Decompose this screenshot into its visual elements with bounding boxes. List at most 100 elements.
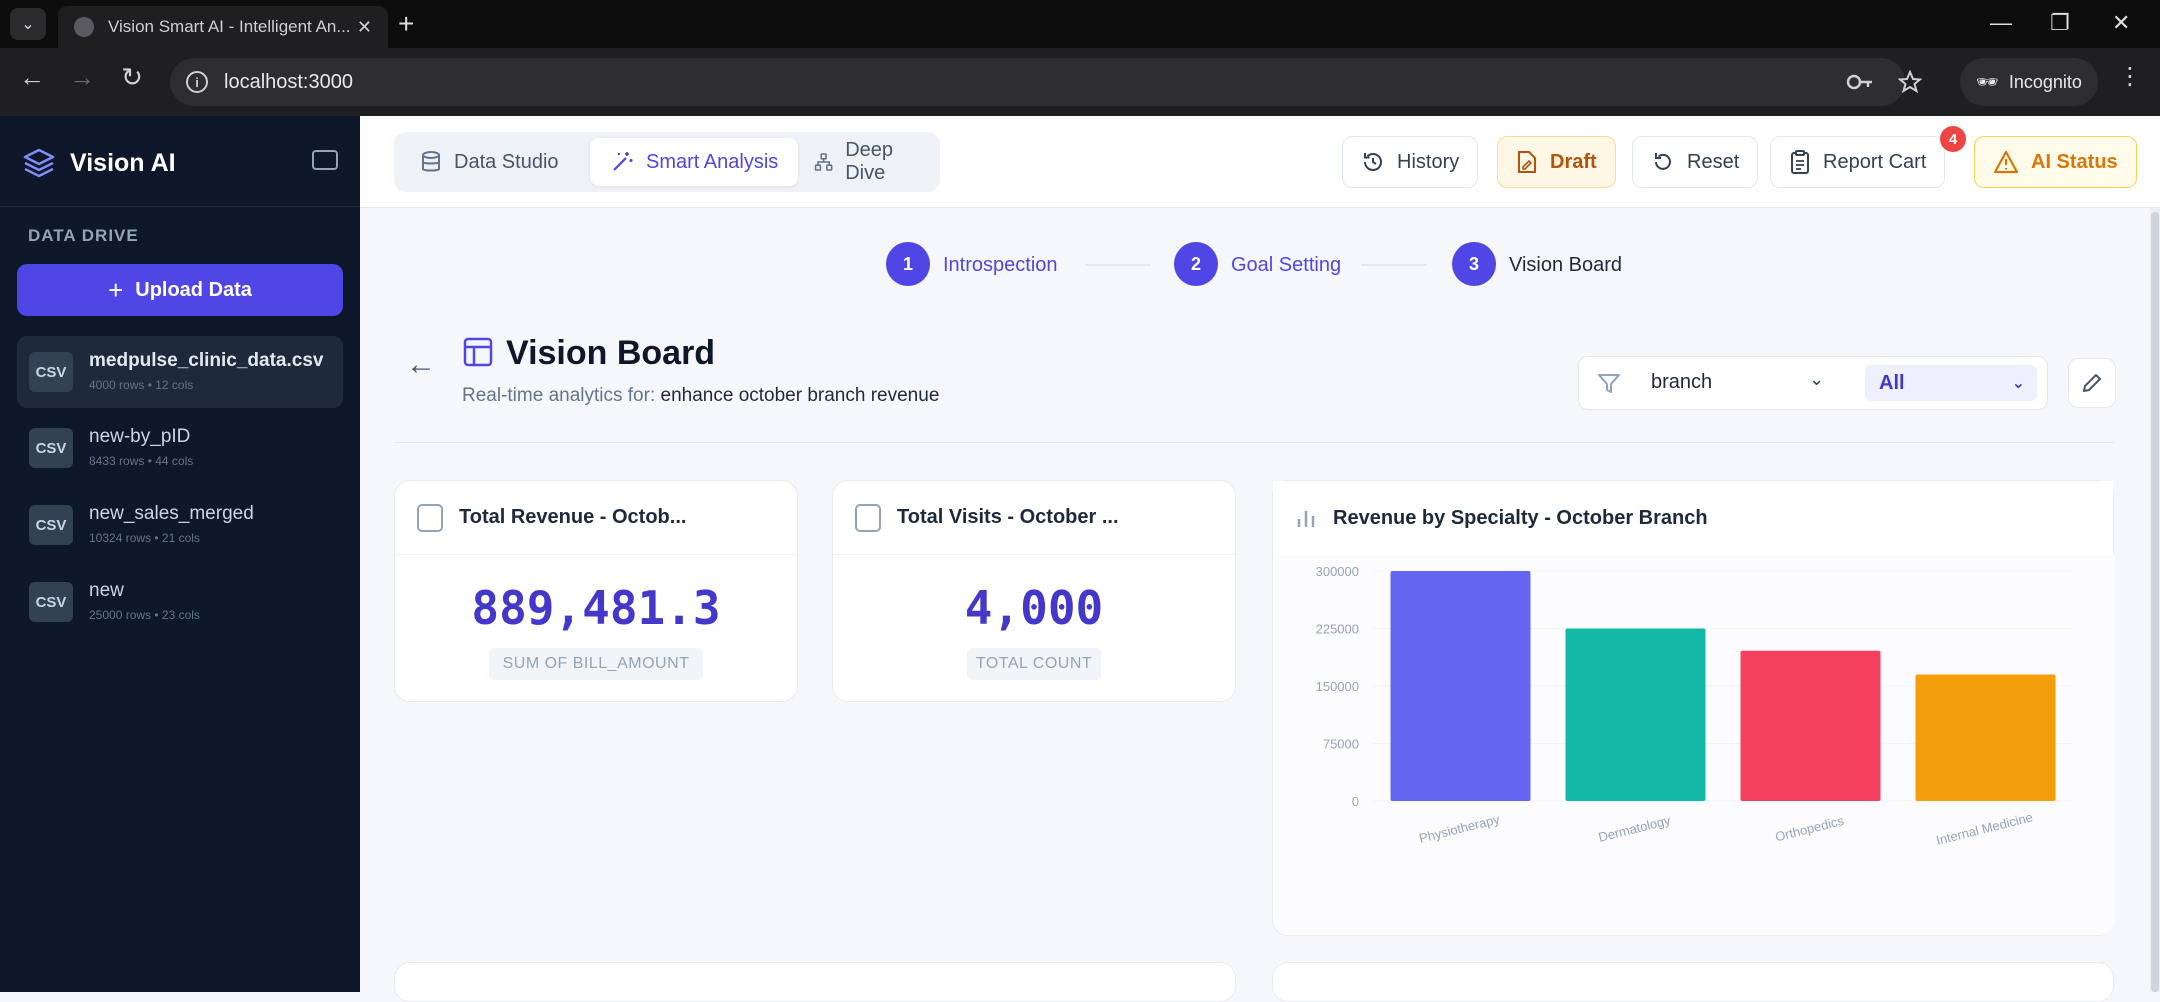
cart-count-badge: 4 (1940, 126, 1966, 152)
kpi-label: TOTAL COUNT (967, 648, 1101, 680)
close-tab-icon[interactable]: ✕ (356, 16, 372, 37)
filter-field-select[interactable]: branch (1651, 371, 1713, 393)
step-introspection[interactable]: Introspection (943, 254, 1058, 276)
key-icon[interactable] (1846, 72, 1874, 92)
address-bar[interactable]: i localhost:3000 (170, 58, 1922, 106)
step-number[interactable]: 2 (1174, 242, 1218, 286)
filter-bar: branch ⌄ All ⌄ (1578, 356, 2048, 410)
step-vision-board[interactable]: Vision Board (1509, 254, 1623, 276)
mode-switcher: Data Studio Smart Analysis Deep Dive (394, 132, 940, 192)
calculator-icon (417, 503, 443, 532)
reset-button[interactable]: Reset (1632, 136, 1759, 188)
scrollbar-thumb[interactable] (2151, 212, 2159, 992)
edit-board-button[interactable] (2068, 358, 2116, 408)
csv-file-icon: CSV (29, 428, 73, 468)
brand-name: Vision AI (70, 148, 176, 177)
y-tick-label: 75000 (1323, 737, 1359, 752)
bookmark-star-icon[interactable] (1898, 70, 1922, 94)
x-tick-label: Physiotherapy (1418, 811, 1502, 846)
browser-chrome: ⌄ Vision Smart AI - Intelligent An... ✕ … (0, 0, 2160, 116)
tab-label: Data Studio (454, 150, 559, 173)
history-button[interactable]: History (1342, 136, 1479, 188)
draft-button[interactable]: Draft (1497, 136, 1616, 188)
tab-label: Smart Analysis (646, 150, 779, 173)
browser-tab[interactable]: Vision Smart AI - Intelligent An... ✕ (58, 6, 388, 48)
kpi-card-visits[interactable]: Total Visits - October ... 4,000 TOTAL C… (832, 480, 1236, 702)
bar-internal-medicine[interactable] (1915, 674, 2056, 802)
file-item[interactable]: CSV new_sales_merged 10324 rows • 21 col… (17, 489, 343, 561)
tab-data-studio[interactable]: Data Studio (400, 138, 579, 186)
subtitle-prefix: Real-time analytics for: (462, 385, 656, 406)
tab-deep-dive[interactable]: Deep Dive (794, 138, 940, 186)
card-header: Total Revenue - Octob... (395, 481, 797, 555)
reload-button[interactable]: ↻ (121, 62, 143, 92)
sidebar: Vision AI DATA DRIVE + Upload Data CSV m… (0, 116, 360, 992)
back-arrow-icon[interactable]: ← (406, 348, 436, 381)
draft-label: Draft (1550, 150, 1597, 173)
page-title: Vision Board (506, 334, 716, 372)
drive-toggle-icon[interactable] (312, 150, 338, 170)
step-number[interactable]: 1 (886, 242, 930, 286)
history-label: History (1397, 150, 1460, 173)
clipboard-icon (1791, 150, 1809, 174)
file-name: new (89, 580, 124, 601)
tab-search-button[interactable]: ⌄ (10, 8, 46, 40)
favicon-icon (74, 17, 94, 37)
kpi-value: 4,000 (964, 581, 1104, 635)
file-meta: 10324 rows • 21 cols (89, 531, 200, 545)
y-tick-label: 150000 (1316, 679, 1359, 694)
file-name: new_sales_merged (89, 503, 254, 524)
file-item[interactable]: CSV new-by_pID 8433 rows • 44 cols (17, 412, 343, 484)
sidebar-divider (0, 206, 360, 207)
layout-icon (463, 337, 493, 367)
card-header: Revenue by Specialty - October Branch (1273, 481, 2113, 555)
restore-button[interactable]: ❐ (2050, 10, 2070, 35)
file-meta: 4000 rows • 12 cols (89, 378, 194, 392)
kpi-label: SUM OF BILL_AMOUNT (489, 648, 703, 680)
brand[interactable]: Vision AI (22, 146, 176, 180)
bar-chart-icon (1297, 511, 1315, 527)
layers-logo-icon (23, 148, 55, 178)
incognito-indicator[interactable]: 🕶 Incognito (1960, 58, 2098, 106)
x-tick-label: Internal Medicine (1935, 809, 2035, 848)
chart-title: Revenue by Specialty - October Branch (1333, 506, 1708, 529)
plus-icon: + (108, 274, 124, 305)
file-item[interactable]: CSV new 25000 rows • 23 cols (17, 566, 343, 638)
calculator-icon (855, 503, 881, 532)
browser-menu-icon[interactable]: ⋮ (2118, 63, 2142, 90)
tab-label: Deep Dive (845, 139, 894, 184)
chart-card[interactable]: Revenue by Specialty - October Branch 0 7… (1272, 480, 2115, 936)
magic-wand-icon (613, 152, 633, 171)
file-name: new-by_pID (89, 426, 191, 447)
card-title: Total Visits - October ... (897, 506, 1119, 528)
csv-file-icon: CSV (29, 505, 73, 545)
file-item[interactable]: CSV medpulse_clinic_data.csv 4000 rows •… (17, 336, 343, 408)
site-info-icon[interactable]: i (186, 71, 208, 93)
y-tick-label: 300000 (1316, 564, 1359, 579)
chevron-down-icon[interactable]: ⌄ (1809, 369, 1825, 389)
bar-dermatology[interactable] (1565, 628, 1706, 802)
step-goal-setting[interactable]: Goal Setting (1231, 254, 1342, 276)
ai-status-button[interactable]: AI Status (1974, 136, 2137, 188)
y-tick-label: 0 (1352, 794, 1359, 809)
upload-data-button[interactable]: + Upload Data (17, 264, 343, 316)
page-subtitle: Real-time analytics for: enhance october… (462, 385, 939, 407)
tab-strip: ⌄ Vision Smart AI - Intelligent An... ✕ … (0, 0, 2160, 48)
filter-value-select[interactable]: All ⌄ (1865, 365, 2037, 401)
subtitle-goal: enhance october branch revenue (660, 385, 940, 406)
filter-icon (1598, 374, 1620, 393)
close-window-button[interactable]: ✕ (2112, 10, 2131, 35)
minimize-button[interactable]: — (1990, 10, 2012, 35)
back-button[interactable]: ← (19, 62, 45, 92)
forward-button[interactable]: → (69, 62, 95, 92)
card-header: Total Visits - October ... (833, 481, 1235, 555)
new-tab-button[interactable]: + (398, 8, 415, 39)
history-icon (1364, 153, 1382, 171)
incognito-icon: 🕶 (1976, 71, 1999, 92)
tab-smart-analysis[interactable]: Smart Analysis (590, 138, 799, 186)
step-number[interactable]: 3 (1452, 242, 1496, 286)
bar-physiotherapy[interactable] (1390, 571, 1531, 801)
kpi-card-revenue[interactable]: Total Revenue - Octob... 889,481.3 SUM O… (394, 480, 798, 702)
bar-orthopedics[interactable] (1740, 650, 1881, 801)
report-cart-button[interactable]: Report Cart (1770, 136, 1946, 188)
